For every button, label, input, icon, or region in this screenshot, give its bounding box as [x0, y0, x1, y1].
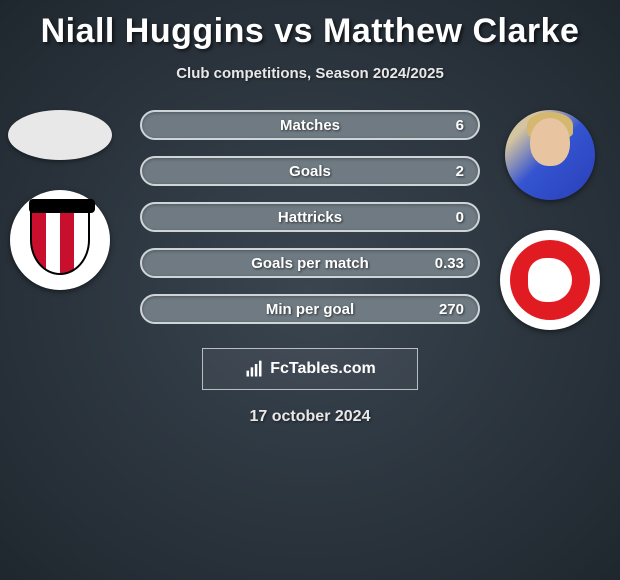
right-club-badge [500, 230, 600, 330]
page-title: Niall Huggins vs Matthew Clarke [0, 0, 620, 51]
stat-row-goals-per-match: Goals per match 0.33 [140, 248, 480, 278]
sunderland-shield-icon [30, 205, 90, 275]
stat-row-min-per-goal: Min per goal 270 [140, 294, 480, 324]
subtitle: Club competitions, Season 2024/2025 [0, 65, 620, 82]
right-player-column [500, 110, 600, 330]
stat-value: 270 [439, 301, 464, 318]
left-player-photo [8, 110, 112, 160]
stat-value: 6 [456, 117, 464, 134]
left-player-column [8, 110, 112, 290]
stat-label: Goals [289, 163, 331, 180]
chart-icon [244, 359, 264, 379]
left-club-badge [10, 190, 110, 290]
stat-label: Hattricks [278, 209, 342, 226]
middlesbrough-badge-icon [510, 240, 590, 320]
stat-row-matches: Matches 6 [140, 110, 480, 140]
stat-row-hattricks: Hattricks 0 [140, 202, 480, 232]
watermark: FcTables.com [202, 348, 418, 390]
stat-label: Matches [280, 117, 340, 134]
stat-value: 0 [456, 209, 464, 226]
date-label: 17 october 2024 [0, 408, 620, 426]
watermark-text: FcTables.com [270, 360, 376, 378]
stat-row-goals: Goals 2 [140, 156, 480, 186]
stat-value: 2 [456, 163, 464, 180]
stat-value: 0.33 [435, 255, 464, 272]
stat-label: Min per goal [266, 301, 354, 318]
stat-label: Goals per match [251, 255, 369, 272]
right-player-photo [505, 110, 595, 200]
